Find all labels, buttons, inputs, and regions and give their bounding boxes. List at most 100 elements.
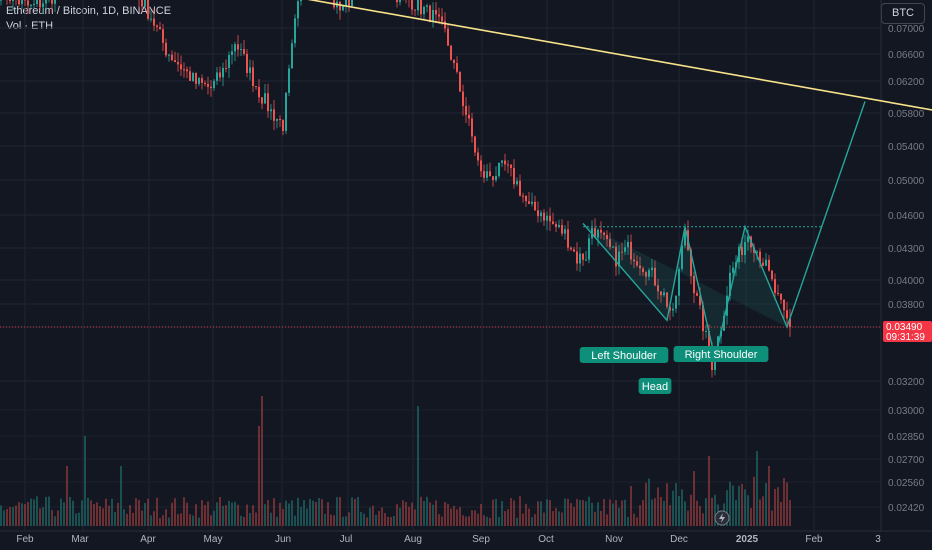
volume-bar — [681, 489, 683, 526]
candle-body — [216, 72, 218, 81]
volume-bar — [279, 502, 281, 526]
candle — [210, 80, 212, 97]
candle-body — [612, 246, 614, 248]
volume-bar — [501, 501, 503, 526]
candle-body — [438, 14, 440, 17]
candle-body — [195, 73, 197, 84]
volume-bar — [567, 498, 569, 526]
candle — [423, 5, 425, 20]
candle — [51, 0, 53, 14]
volume-bar — [639, 505, 641, 526]
volume-bar — [609, 499, 611, 526]
lightning-icon — [714, 510, 730, 526]
volume-bars — [0, 396, 791, 526]
candle-body — [786, 310, 788, 319]
candle-body — [351, 0, 353, 7]
candle — [624, 239, 626, 256]
candle-body — [534, 201, 536, 211]
candle — [621, 242, 623, 261]
candle-body — [30, 4, 32, 6]
candle-body — [285, 92, 287, 131]
candle — [504, 153, 506, 171]
volume-bar — [402, 500, 404, 526]
candle-body — [702, 305, 704, 332]
candle — [651, 259, 653, 278]
volume-bar — [135, 498, 137, 526]
volume-bar — [555, 507, 557, 526]
volume-bar — [528, 508, 530, 526]
candle — [507, 160, 509, 174]
volume-bar — [105, 498, 107, 526]
candle-body — [693, 275, 695, 294]
candle — [243, 40, 245, 56]
volume-bar — [549, 500, 551, 526]
volume-bar — [33, 499, 35, 526]
candle-body — [435, 9, 437, 15]
volume-bar — [198, 517, 200, 526]
candle — [600, 221, 602, 239]
candle-body — [708, 330, 710, 351]
candle-body — [153, 18, 155, 26]
lightning-icon-glyph — [719, 513, 725, 523]
pattern-fill — [583, 223, 787, 359]
candles — [0, 0, 791, 378]
volume-bar — [219, 496, 221, 526]
candle — [759, 248, 761, 268]
candle — [516, 177, 518, 187]
candle-body — [159, 26, 161, 30]
candle — [615, 242, 617, 276]
candle — [165, 38, 167, 58]
volume-bar — [510, 498, 512, 526]
candle — [270, 103, 272, 120]
candle — [525, 195, 527, 207]
candle-body — [783, 299, 785, 311]
volume-bar — [315, 502, 317, 526]
volume-bar — [291, 500, 293, 526]
candle-body — [600, 229, 602, 233]
candle-body — [642, 268, 644, 273]
candle-body — [279, 118, 281, 121]
volume-bar — [768, 466, 770, 526]
candle-body — [747, 236, 749, 243]
volume-bar — [222, 505, 224, 526]
candle-body — [753, 247, 755, 253]
volume-bar — [189, 514, 191, 526]
volume-bar — [78, 512, 80, 526]
volume-bar — [60, 498, 62, 526]
candle — [774, 273, 776, 300]
candle-body — [780, 293, 782, 300]
time-tick-label: Mar — [71, 534, 89, 545]
volume-bar — [42, 507, 44, 526]
candle — [426, 3, 428, 13]
volume-tick-label: 0.02850 — [888, 432, 925, 443]
candle-body — [519, 180, 521, 196]
volume-bar — [72, 500, 74, 526]
candle — [681, 244, 683, 272]
candle-body — [432, 9, 434, 22]
candle-body — [570, 247, 572, 250]
time-tick-label: Oct — [538, 534, 554, 545]
candle — [495, 166, 497, 183]
candle-body — [273, 109, 275, 121]
volume-bar — [519, 496, 521, 526]
volume-bar — [726, 490, 728, 526]
candle — [222, 62, 224, 87]
candle-body — [696, 293, 698, 296]
candle — [159, 21, 161, 30]
volume-bar — [195, 504, 197, 526]
price-tick-label: 0.05800 — [888, 109, 925, 120]
candle-body — [594, 227, 596, 238]
volume-bar — [504, 510, 506, 526]
candle-body — [645, 272, 647, 277]
volume-bar — [366, 517, 368, 526]
candle — [54, 0, 56, 13]
volume-bar — [207, 501, 209, 526]
candle-body — [606, 234, 608, 240]
volume-bar — [417, 406, 419, 526]
candle — [183, 62, 185, 78]
volume-bar — [63, 502, 65, 526]
candle — [417, 0, 419, 16]
volume-bar — [462, 515, 464, 526]
candle — [606, 230, 608, 247]
